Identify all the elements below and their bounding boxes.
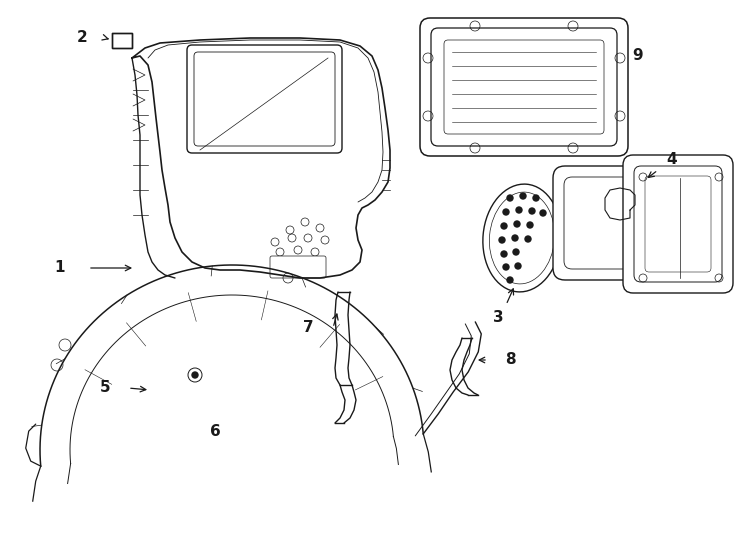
Circle shape [516, 207, 522, 213]
Circle shape [503, 209, 509, 215]
Circle shape [527, 222, 533, 228]
Circle shape [529, 208, 535, 214]
FancyBboxPatch shape [623, 155, 733, 293]
Text: 8: 8 [505, 353, 515, 368]
Circle shape [192, 372, 198, 378]
Circle shape [507, 277, 513, 283]
Text: 4: 4 [666, 152, 677, 167]
Circle shape [499, 237, 505, 243]
FancyBboxPatch shape [270, 256, 326, 278]
Text: 5: 5 [100, 381, 110, 395]
FancyBboxPatch shape [420, 18, 628, 156]
FancyBboxPatch shape [564, 177, 634, 269]
Circle shape [514, 221, 520, 227]
Ellipse shape [483, 184, 561, 292]
Circle shape [540, 210, 546, 216]
FancyBboxPatch shape [187, 45, 342, 153]
Circle shape [533, 195, 539, 201]
Text: 1: 1 [55, 260, 65, 275]
Bar [112, 33, 132, 48]
Text: 9: 9 [633, 48, 643, 63]
Circle shape [513, 249, 519, 255]
FancyBboxPatch shape [634, 166, 722, 282]
FancyBboxPatch shape [645, 176, 711, 272]
FancyBboxPatch shape [553, 166, 645, 280]
Text: 3: 3 [493, 310, 504, 326]
Circle shape [501, 223, 507, 229]
Circle shape [503, 264, 509, 270]
Circle shape [501, 251, 507, 257]
Circle shape [515, 263, 521, 269]
Circle shape [525, 236, 531, 242]
Circle shape [520, 193, 526, 199]
Circle shape [512, 235, 518, 241]
Ellipse shape [490, 192, 555, 284]
FancyBboxPatch shape [444, 40, 604, 134]
FancyBboxPatch shape [431, 28, 617, 146]
Text: 6: 6 [210, 424, 220, 440]
Text: 7: 7 [302, 321, 313, 335]
FancyBboxPatch shape [194, 52, 335, 146]
Circle shape [507, 195, 513, 201]
Text: 2: 2 [76, 30, 87, 45]
